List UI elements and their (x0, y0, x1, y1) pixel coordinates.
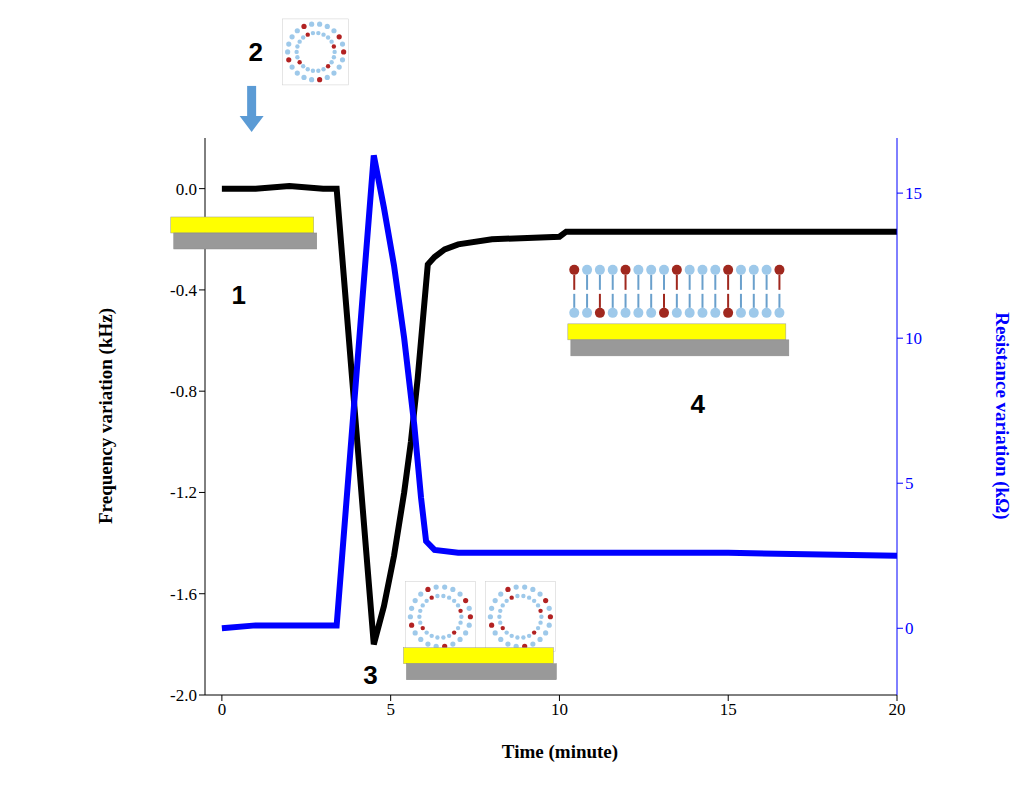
svg-text:4: 4 (691, 389, 706, 419)
svg-text:2: 2 (248, 37, 262, 67)
svg-text:5: 5 (905, 474, 914, 493)
svg-text:-1.6: -1.6 (170, 585, 197, 604)
svg-text:-0.4: -0.4 (170, 281, 197, 300)
svg-text:0: 0 (905, 619, 914, 638)
svg-text:10: 10 (905, 329, 922, 348)
svg-text:10: 10 (551, 700, 568, 719)
svg-text:5: 5 (386, 700, 395, 719)
svg-text:20: 20 (889, 700, 906, 719)
svg-text:15: 15 (720, 700, 737, 719)
svg-text:-0.8: -0.8 (170, 382, 197, 401)
svg-text:0: 0 (218, 700, 227, 719)
svg-text:Frequency variation (kHz): Frequency variation (kHz) (95, 308, 117, 524)
svg-text:0.0: 0.0 (176, 180, 197, 199)
svg-text:Time (minute): Time (minute) (502, 741, 618, 763)
svg-text:Resistance variation (kΩ): Resistance variation (kΩ) (991, 312, 1013, 519)
svg-text:-2.0: -2.0 (170, 686, 197, 705)
svg-text:3: 3 (363, 660, 377, 690)
svg-text:-1.2: -1.2 (170, 483, 197, 502)
svg-text:15: 15 (905, 184, 922, 203)
svg-text:1: 1 (232, 280, 246, 310)
